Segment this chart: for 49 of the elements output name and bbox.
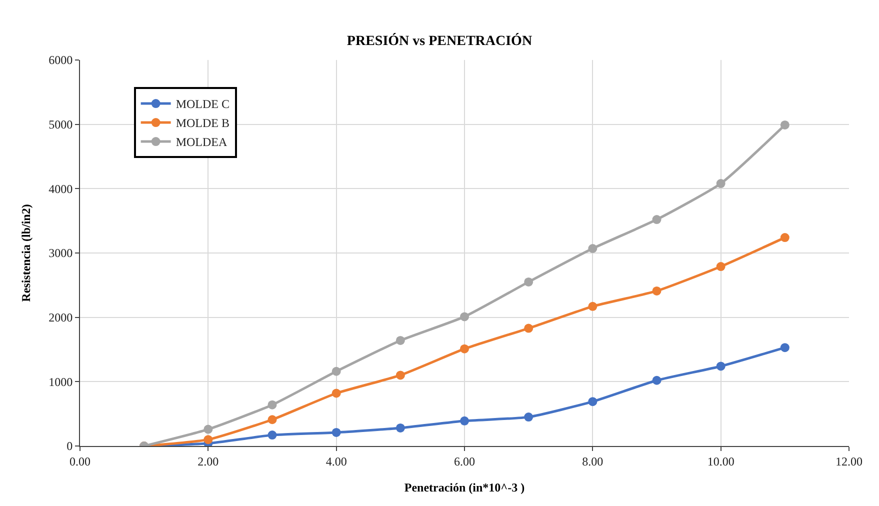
point <box>204 435 213 444</box>
chart-title: PRESIÓN vs PENETRACIÓN <box>346 32 532 50</box>
legend-label: MOLDEA <box>176 135 228 150</box>
point <box>332 366 341 376</box>
y-tick-label: 6000 <box>48 53 73 68</box>
point <box>716 362 726 371</box>
x-tick-label: 2.00 <box>198 454 219 468</box>
point <box>396 336 405 345</box>
point <box>780 343 790 352</box>
point <box>780 233 790 242</box>
x-tick-label: 6.00 <box>454 454 475 468</box>
y-tick-label: 1000 <box>48 374 73 389</box>
point <box>268 430 277 440</box>
point <box>204 424 213 434</box>
x-tick-label: 10.00 <box>707 454 734 468</box>
point <box>268 415 277 424</box>
legend-label: MOLDE C <box>176 97 230 112</box>
point <box>396 370 405 380</box>
point <box>524 277 534 286</box>
point <box>588 302 598 311</box>
point <box>268 400 277 410</box>
y-tick-label: 5000 <box>48 118 73 132</box>
point <box>524 324 534 333</box>
point <box>460 416 469 426</box>
y-axis-title: Resistencia (lb/in2) <box>18 204 33 302</box>
point <box>332 388 341 398</box>
point <box>652 376 662 385</box>
point <box>460 344 469 354</box>
y-tick-label: 4000 <box>48 182 73 196</box>
x-tick-label: 12.00 <box>836 454 862 468</box>
point <box>460 312 469 322</box>
point <box>780 120 790 130</box>
x-axis-title: Penetración (in*10^-3 ) <box>404 480 525 494</box>
point <box>588 397 598 406</box>
point <box>588 244 598 253</box>
point <box>524 412 534 422</box>
point <box>652 286 662 296</box>
y-tick-label: 0 <box>66 439 73 454</box>
point <box>716 262 726 272</box>
x-tick-label: 0.00 <box>70 454 90 468</box>
y-tick-label: 2000 <box>48 310 73 325</box>
point <box>716 179 726 188</box>
x-tick-label: 8.00 <box>582 454 604 468</box>
x-tick-label: 4.00 <box>326 454 347 468</box>
y-tick-label: 3000 <box>48 246 73 260</box>
legend-label: MOLDE B <box>176 116 230 130</box>
point <box>396 423 405 432</box>
point <box>652 215 662 224</box>
point <box>332 428 341 437</box>
